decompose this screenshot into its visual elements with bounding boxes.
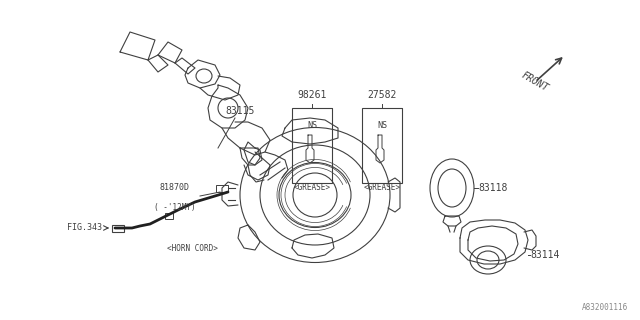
Bar bbox=[362, 108, 402, 183]
Bar bbox=[112, 225, 124, 232]
Text: <GREASE>: <GREASE> bbox=[364, 183, 401, 192]
Bar bbox=[292, 108, 332, 183]
Text: 83118: 83118 bbox=[478, 183, 508, 193]
Text: 98261: 98261 bbox=[298, 90, 326, 100]
Text: 83115: 83115 bbox=[225, 106, 255, 116]
Text: 81870D: 81870D bbox=[160, 183, 190, 192]
Text: <GREASE>: <GREASE> bbox=[294, 183, 330, 192]
Text: NS: NS bbox=[307, 121, 317, 130]
Text: A832001116: A832001116 bbox=[582, 303, 628, 312]
Text: 27582: 27582 bbox=[367, 90, 397, 100]
Text: NS: NS bbox=[377, 121, 387, 130]
Text: ( -'12MY): ( -'12MY) bbox=[154, 203, 196, 212]
Text: <HORN CORD>: <HORN CORD> bbox=[166, 244, 218, 253]
Bar bbox=[216, 185, 228, 192]
Text: FIG.343: FIG.343 bbox=[67, 223, 102, 233]
Text: 83114: 83114 bbox=[530, 250, 559, 260]
Text: FRONT: FRONT bbox=[520, 70, 550, 94]
Bar bbox=[165, 213, 173, 219]
